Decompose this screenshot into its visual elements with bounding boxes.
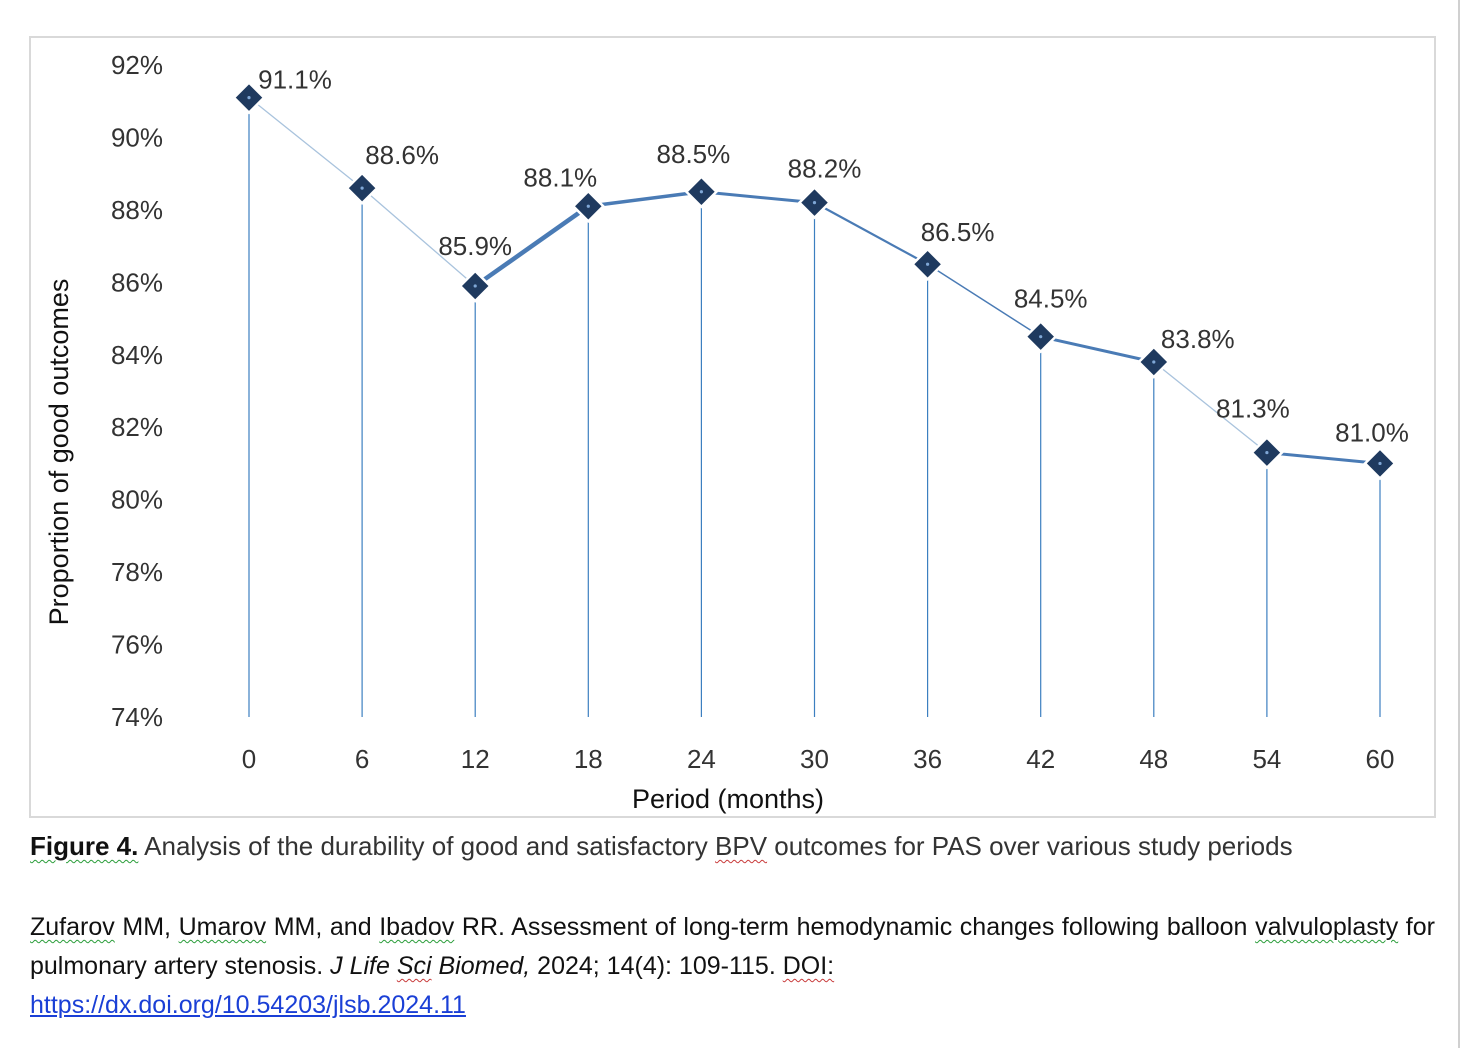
journal-name-2: Sci xyxy=(396,952,432,980)
caption-text-end: outcomes for PAS over various study peri… xyxy=(767,831,1293,861)
y-tick-label: 80% xyxy=(111,485,163,515)
series-segment xyxy=(1153,361,1268,454)
y-axis-title: Proportion of good outcomes xyxy=(44,279,74,626)
x-tick-label: 0 xyxy=(242,744,256,774)
data-label: 81.3% xyxy=(1216,394,1290,424)
data-label: 81.0% xyxy=(1335,417,1409,447)
figure-label: Figure 4. xyxy=(30,831,139,861)
data-labels: 91.1% 88.6% 85.9% 88.1% 88.5% 88.2% 86.5% 84.5%… xyxy=(258,65,1409,448)
y-tick-label: 74% xyxy=(111,702,163,732)
marker-center-dot xyxy=(247,96,251,100)
data-label: 84.5% xyxy=(1014,284,1088,314)
citation-details: 2024; 14(4): 109-115. xyxy=(530,952,783,980)
marker-center-dot xyxy=(812,201,817,205)
marker-center-dot xyxy=(1152,360,1156,364)
x-axis-title: Period (months) xyxy=(632,784,824,814)
marker-center-dot xyxy=(473,284,477,288)
x-tick-label: 36 xyxy=(913,744,942,774)
x-tick-label: 6 xyxy=(355,744,369,774)
y-tick-label: 82% xyxy=(111,412,163,442)
data-label: 88.5% xyxy=(657,139,731,169)
series-segment xyxy=(472,204,591,289)
author-2: Umarov xyxy=(178,913,267,941)
author-sep-2: MM, and xyxy=(266,913,380,941)
author-3: Ibadov xyxy=(379,913,455,941)
doi-label: DOI: xyxy=(782,952,835,980)
citation-title: RR. Assessment of long-term hemodynamic … xyxy=(454,913,1256,941)
citation-title-word: valvuloplasty xyxy=(1255,913,1399,941)
y-tick-label: 84% xyxy=(111,340,163,370)
caption-text: Analysis of the durability of good and s… xyxy=(138,831,716,861)
series-segment xyxy=(813,201,929,266)
data-label: 88.6% xyxy=(365,140,439,170)
author-sep-1: MM, xyxy=(114,913,179,941)
data-markers xyxy=(232,80,1397,481)
y-tick-label: 86% xyxy=(111,267,163,297)
data-label: 91.1% xyxy=(258,65,332,95)
marker-center-dot xyxy=(586,204,590,208)
series-segment xyxy=(361,187,476,287)
drop-lines xyxy=(248,97,1381,717)
x-tick-label: 42 xyxy=(1026,744,1055,774)
figure-caption: Figure 4. Analysis of the durability of … xyxy=(30,831,1293,862)
series-segment xyxy=(1265,451,1382,465)
x-tick-label: 12 xyxy=(461,744,490,774)
series-segment xyxy=(926,263,1042,338)
x-tick-label: 60 xyxy=(1366,744,1395,774)
x-tick-label: 54 xyxy=(1252,744,1281,774)
x-axis-ticks: 0 6 12 18 24 30 36 42 48 54 60 xyxy=(242,744,1395,774)
series-segment xyxy=(248,96,363,189)
citation-title-rest: for pulmonary artery stenosis. xyxy=(30,913,1435,980)
journal-name-1: J Life xyxy=(330,952,397,980)
caption-bpv: BPV xyxy=(715,831,768,861)
y-tick-label: 90% xyxy=(111,122,163,152)
y-tick-label: 92% xyxy=(111,50,163,80)
y-axis-ticks: 74% 76% 78% 80% 82% 84% 86% 88% 90% 92% xyxy=(111,50,163,732)
journal-name-3: Biomed, xyxy=(431,952,531,980)
y-tick-label: 76% xyxy=(111,630,163,660)
author-1: Zufarov xyxy=(30,913,115,941)
marker-center-dot xyxy=(1378,461,1382,466)
marker-center-dot xyxy=(1039,335,1043,339)
data-label: 88.1% xyxy=(523,162,597,192)
marker-center-dot xyxy=(360,186,364,190)
x-tick-label: 24 xyxy=(687,744,716,774)
series-line xyxy=(248,96,1382,465)
chart-frame xyxy=(29,36,1436,818)
data-label: 83.8% xyxy=(1161,324,1235,354)
citation: Zufarov MM, Umarov MM, and Ibadov RR. As… xyxy=(30,908,1435,1025)
y-tick-label: 78% xyxy=(111,557,163,587)
marker-center-dot xyxy=(1265,450,1269,455)
doi-link[interactable]: https://dx.doi.org/10.54203/jlsb.2024.11 xyxy=(30,991,466,1019)
data-label: 86.5% xyxy=(921,217,995,247)
series-segment xyxy=(1039,335,1156,364)
x-tick-label: 48 xyxy=(1139,744,1168,774)
marker-center-dot xyxy=(699,190,704,194)
y-tick-label: 88% xyxy=(111,195,163,225)
data-label: 88.2% xyxy=(788,154,862,184)
series-segment xyxy=(586,190,704,209)
data-label: 85.9% xyxy=(438,231,512,261)
marker-center-dot xyxy=(926,262,930,266)
x-tick-label: 30 xyxy=(800,744,829,774)
page-edge-rule xyxy=(1458,0,1460,1048)
series-segment xyxy=(699,190,816,205)
x-tick-label: 18 xyxy=(574,744,603,774)
